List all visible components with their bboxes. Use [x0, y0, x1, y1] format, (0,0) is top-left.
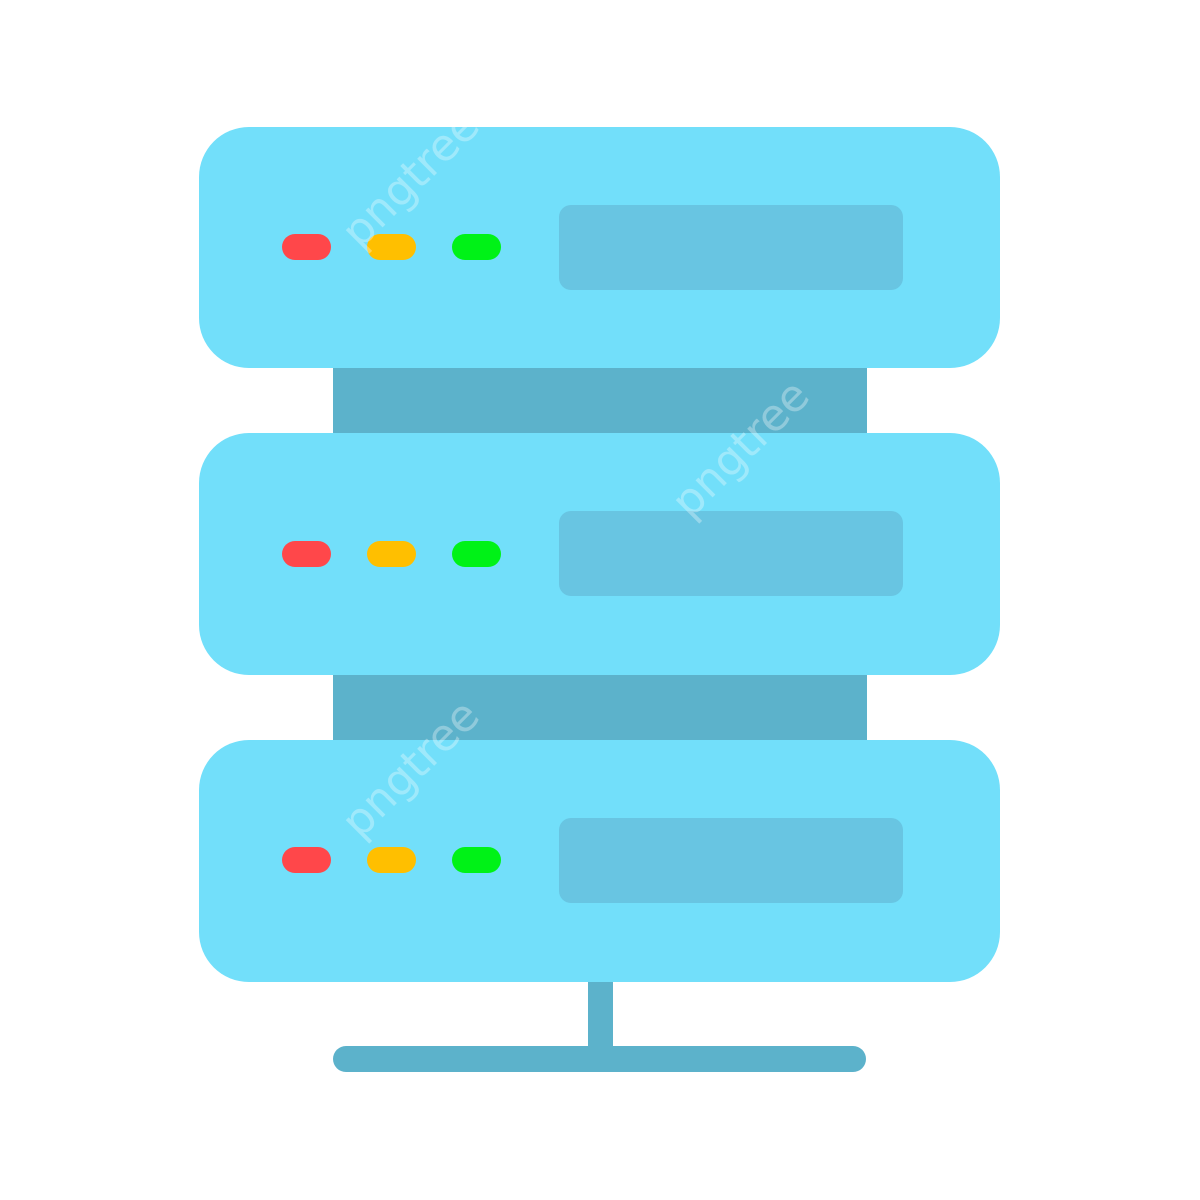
stand-pole [588, 975, 613, 1053]
status-led-amber-icon [367, 541, 416, 567]
status-led-amber-icon [367, 234, 416, 260]
status-led-green-icon [452, 234, 501, 260]
status-led-amber-icon [367, 847, 416, 873]
status-led-green-icon [452, 541, 501, 567]
status-led-green-icon [452, 847, 501, 873]
rack-spine-upper [333, 360, 867, 445]
server-unit-top [199, 127, 1000, 368]
status-led-red-icon [282, 847, 331, 873]
stand-base [333, 1046, 866, 1072]
rack-spine-lower [333, 666, 867, 751]
display-panel [559, 818, 903, 903]
status-led-red-icon [282, 234, 331, 260]
display-panel [559, 205, 903, 290]
display-panel [559, 511, 903, 596]
server-unit-middle [199, 433, 1000, 675]
status-led-red-icon [282, 541, 331, 567]
server-unit-bottom [199, 740, 1000, 982]
